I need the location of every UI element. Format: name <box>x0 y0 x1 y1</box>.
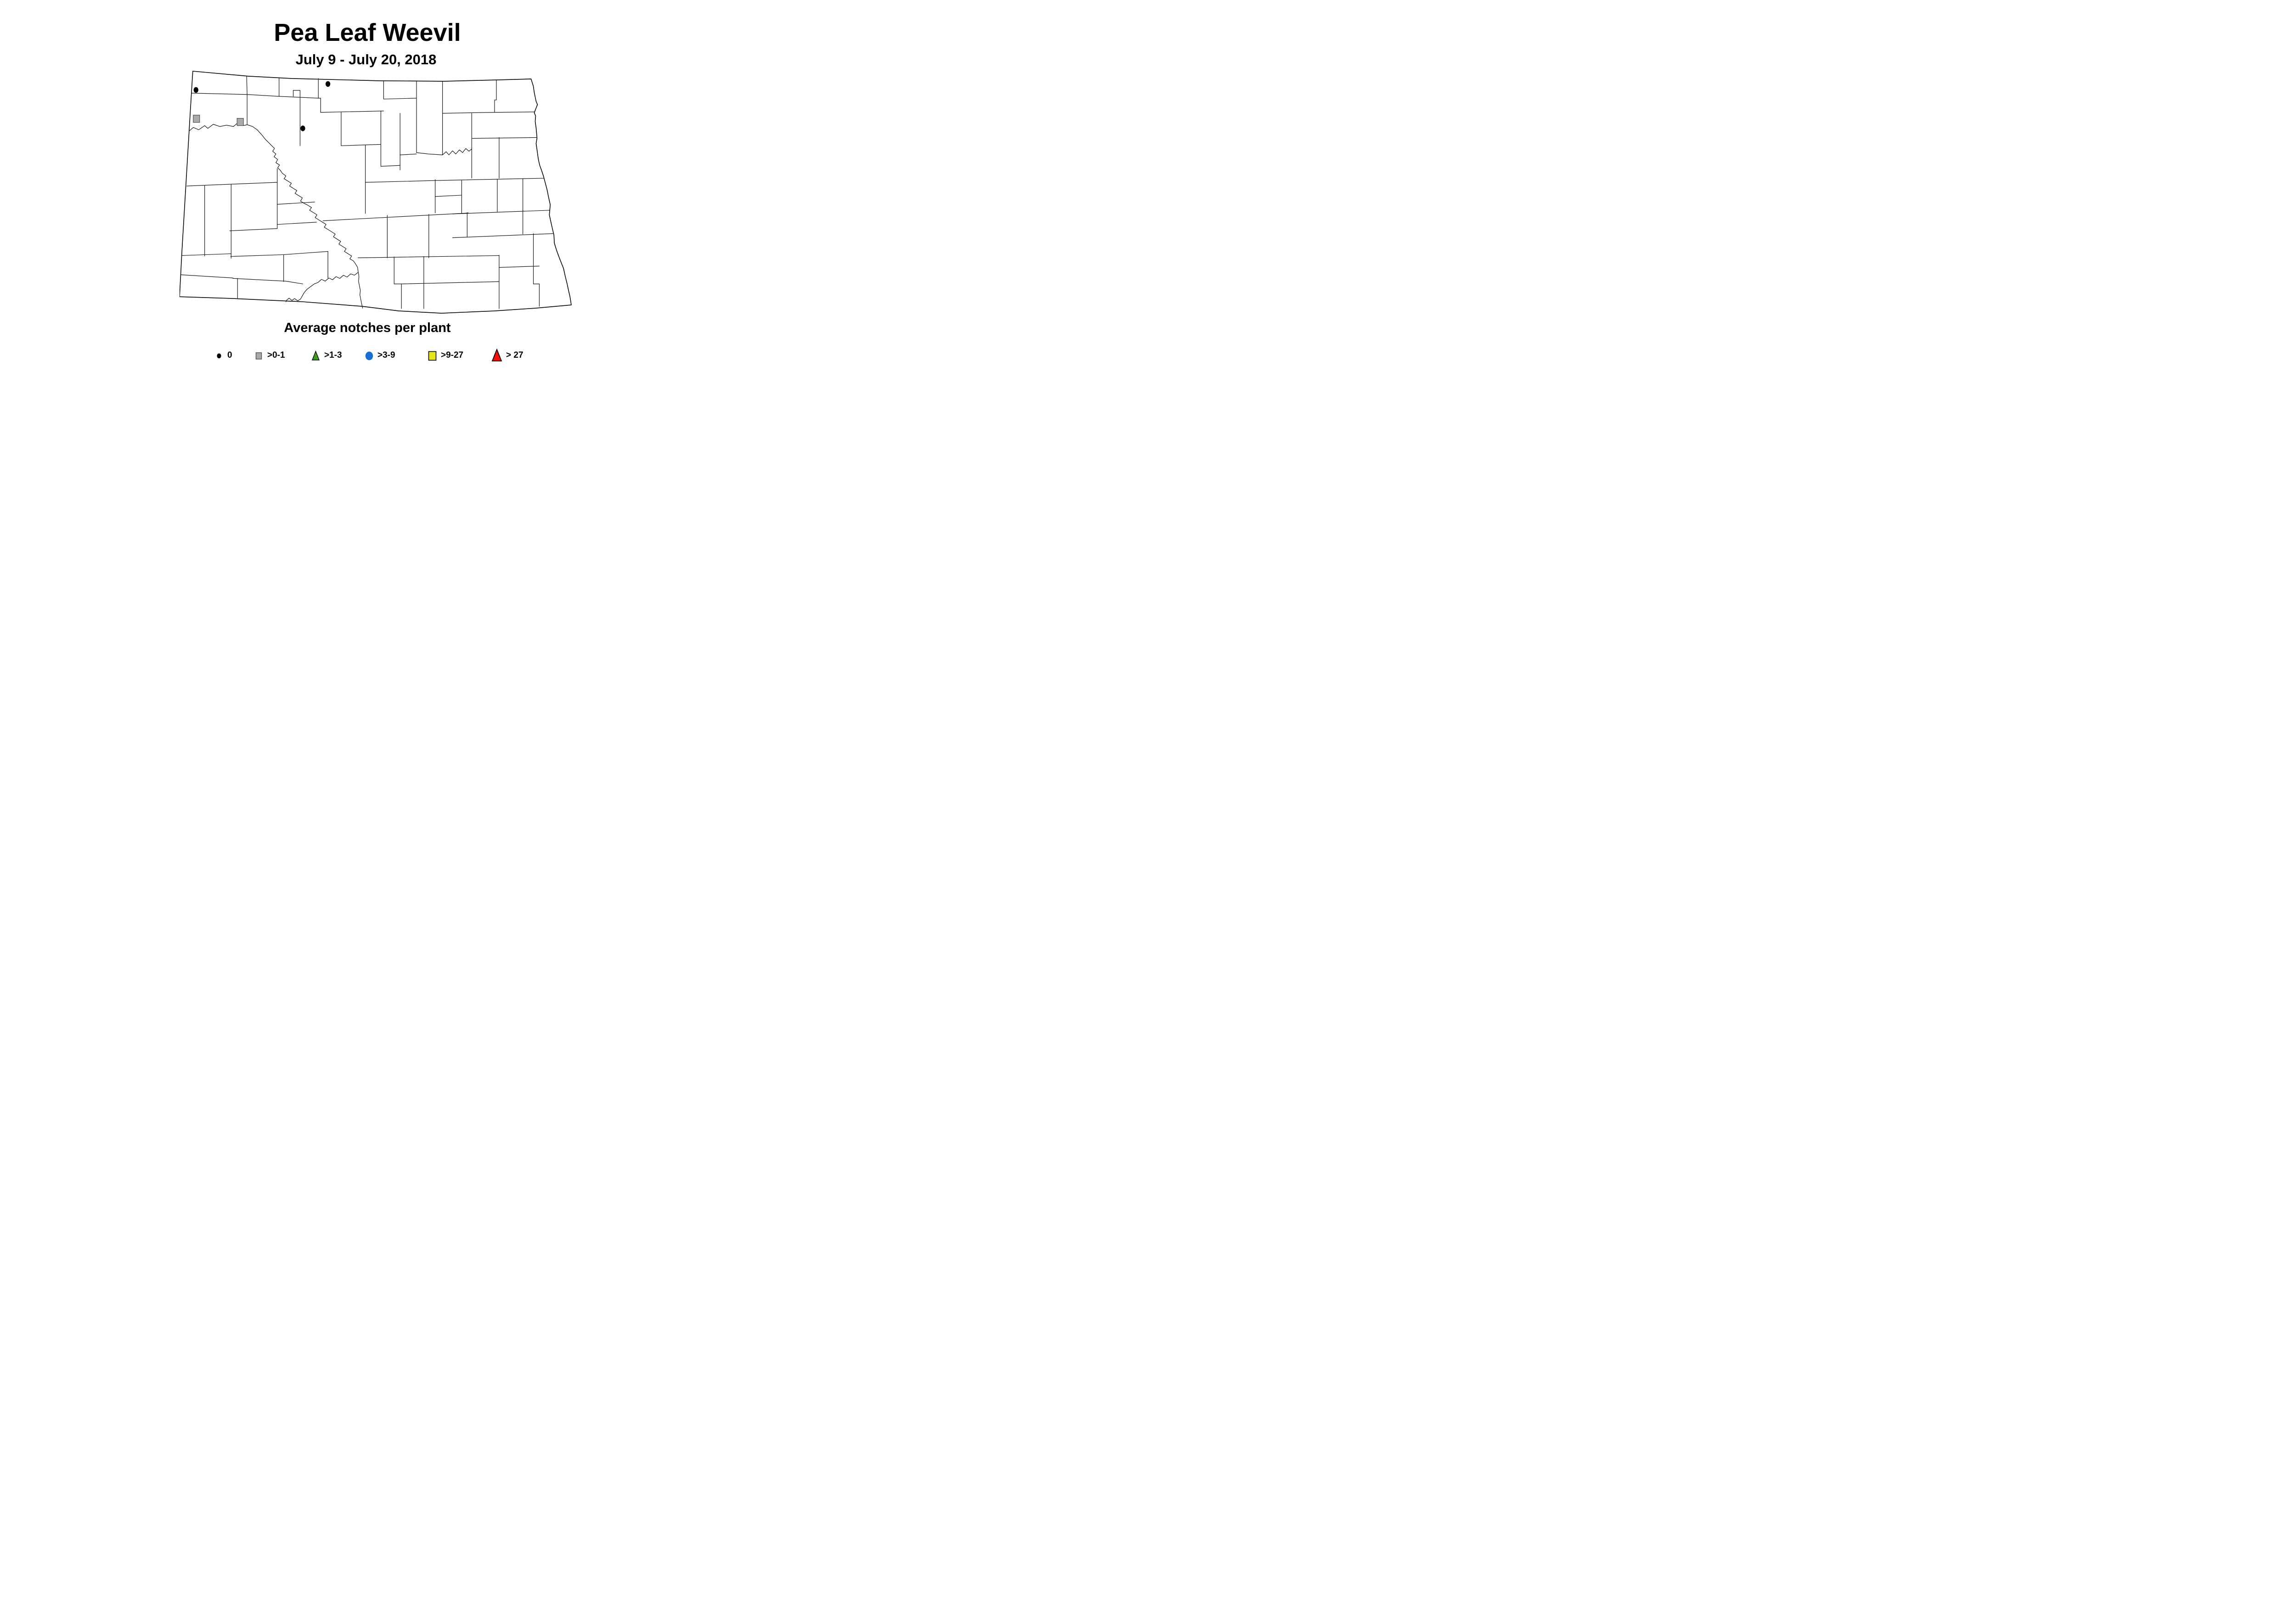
map-marker-dot <box>325 81 331 87</box>
dot-legend-icon <box>217 353 221 359</box>
map-marker-dot <box>193 87 198 93</box>
map-marker-dot <box>300 125 305 131</box>
triangle2-legend-icon <box>491 349 502 361</box>
legend-item-label: > 27 <box>506 350 523 360</box>
figure-page: Pea Leaf Weevil July 9 - July 20, 2018 <box>0 0 764 402</box>
state-outline <box>180 71 572 314</box>
cannonball-river <box>286 272 359 302</box>
triangle-legend-icon <box>311 350 320 360</box>
survey-markers <box>193 81 331 131</box>
river-boundaries <box>189 124 363 309</box>
legend-item-label: >0-1 <box>267 350 285 360</box>
legend-item-label: >1-3 <box>324 350 342 360</box>
legend-item-927: >9-27 <box>427 345 463 366</box>
legend-item-0: 0 <box>214 345 232 366</box>
map-marker-square <box>236 118 244 126</box>
date-range-subtitle: July 9 - July 20, 2018 <box>295 51 437 68</box>
county-boundaries <box>180 76 553 309</box>
legend-item-label: 0 <box>227 350 232 360</box>
page-title: Pea Leaf Weevil <box>274 19 461 46</box>
legend-item-13: >1-3 <box>310 345 342 366</box>
legend-item-39: >3-9 <box>364 345 395 366</box>
legend: 0 >0-1 >1-3 >3-9 >9-27 > 27 <box>0 345 764 366</box>
legend-item-27: > 27 <box>490 345 523 366</box>
legend-item-01: >0-1 <box>253 345 285 366</box>
missouri-river-main <box>280 170 363 309</box>
legend-title: Average notches per plant <box>284 321 451 335</box>
map-marker-square <box>193 115 200 123</box>
square-legend-icon <box>255 352 262 360</box>
legend-item-label: >9-27 <box>441 350 464 360</box>
map-svg <box>180 71 572 314</box>
missouri-river-upper <box>189 124 281 171</box>
legend-item-label: >3-9 <box>377 350 395 360</box>
square2-legend-icon <box>428 351 437 361</box>
north-dakota-county-map <box>180 70 573 317</box>
circle-legend-icon <box>365 351 373 360</box>
